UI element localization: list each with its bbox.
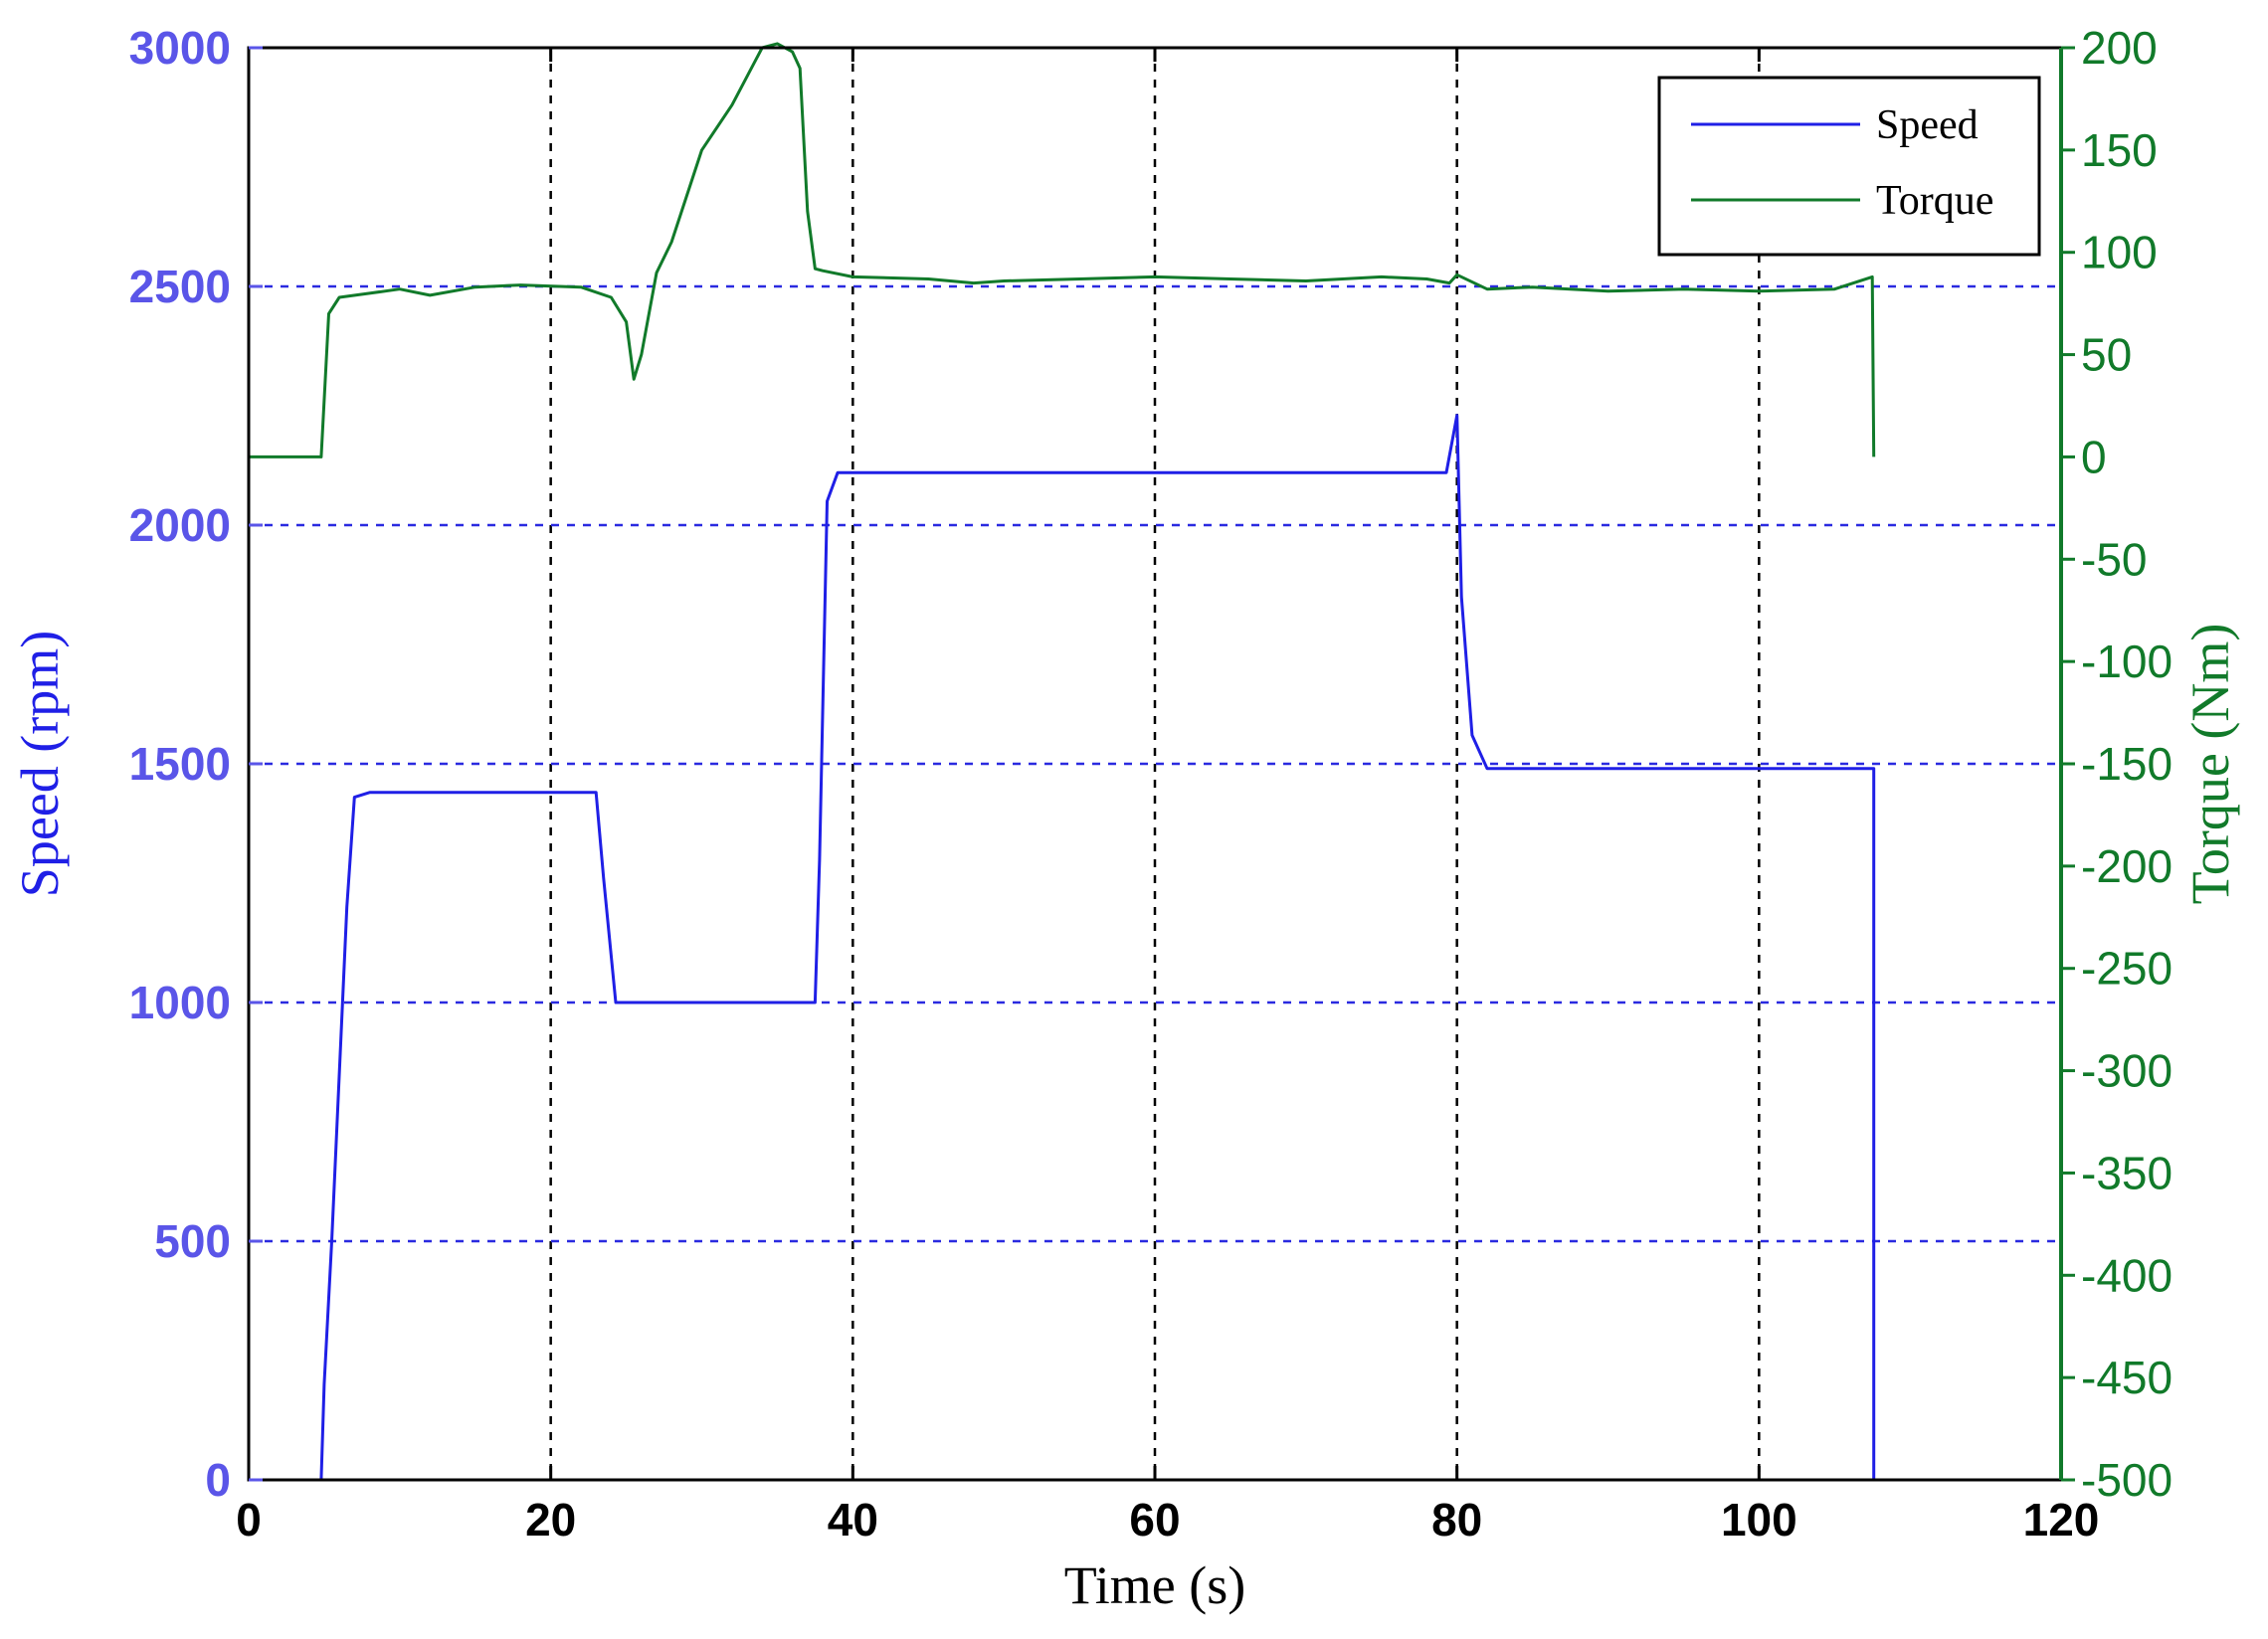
legend: Speed Torque <box>1657 76 2041 257</box>
series-line-torque <box>249 42 1876 458</box>
y-right-tick-label: 0 <box>2081 431 2107 482</box>
y-right-tick-label: 200 <box>2081 22 2158 74</box>
y-left-tick-label: 3000 <box>129 22 231 74</box>
x-tick-label: 40 <box>828 1494 878 1546</box>
y-left-tick-label: 1500 <box>129 738 231 790</box>
y-right-tick-label: 50 <box>2081 329 2132 381</box>
y-right-tick-label: -500 <box>2081 1454 2173 1506</box>
series <box>249 42 1876 1482</box>
y-right-tick-label: -250 <box>2081 943 2173 995</box>
y-left-tick-label: 1000 <box>129 977 231 1028</box>
legend-label-speed: Speed <box>1876 102 1979 148</box>
y-right-tick-label: -100 <box>2081 636 2173 687</box>
y-left-tick-label: 2000 <box>129 499 231 551</box>
y-right-tick-label: -200 <box>2081 840 2173 892</box>
series-line-speed <box>249 414 1876 1482</box>
y-right-axis-title: Torque (Nm) <box>2180 624 2240 905</box>
y-right-tick-label: -350 <box>2081 1147 2173 1198</box>
legend-label-torque: Torque <box>1876 178 1993 224</box>
y-left-axis-title: Speed (rpm) <box>10 631 70 897</box>
x-tick-label: 80 <box>1431 1494 1482 1546</box>
legend-box <box>1657 76 2041 257</box>
y-left-tick-label: 0 <box>205 1454 231 1506</box>
x-tick-label: 20 <box>525 1494 576 1546</box>
x-axis-title: Time (s) <box>1064 1555 1246 1615</box>
x-tick-label: 100 <box>1721 1494 1797 1546</box>
y-right-tick-label: -150 <box>2081 738 2173 790</box>
y-right-tick-label: -400 <box>2081 1249 2173 1301</box>
y-right-tick-label: 150 <box>2081 124 2158 176</box>
y-left-tick-label: 2500 <box>129 261 231 312</box>
y-left-tick-label: 500 <box>154 1215 231 1267</box>
y-right-tick-label: 100 <box>2081 227 2158 278</box>
ticks: 0 20 40 60 80 100 120050010001500200025003000-… <box>129 22 2173 1546</box>
y-right-tick-label: -300 <box>2081 1045 2173 1097</box>
y-right-tick-label: -450 <box>2081 1352 2173 1403</box>
x-tick-label: 0 <box>236 1494 262 1546</box>
x-tick-label: 60 <box>1129 1494 1180 1546</box>
x-tick-label: 120 <box>2023 1494 2100 1546</box>
y-right-tick-label: -50 <box>2081 533 2147 585</box>
